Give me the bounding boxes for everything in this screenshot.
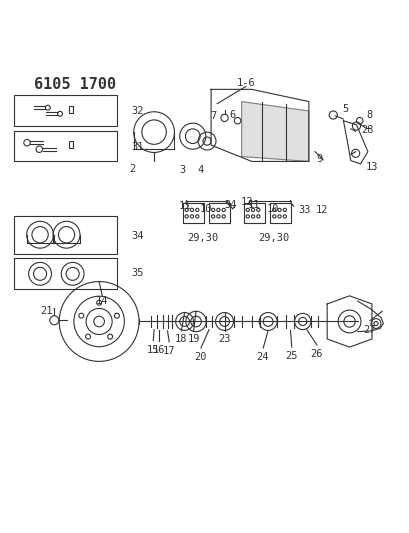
Text: 9: 9	[316, 154, 322, 164]
Text: 17: 17	[162, 346, 175, 356]
Text: 26: 26	[310, 349, 322, 359]
Text: 15: 15	[146, 344, 159, 354]
Text: 21: 21	[40, 306, 52, 316]
Text: 5: 5	[342, 104, 348, 114]
Text: 12: 12	[240, 197, 252, 207]
Text: 32: 32	[131, 106, 144, 116]
Text: 29,30: 29,30	[257, 233, 288, 243]
Text: 1-6: 1-6	[236, 78, 254, 88]
Bar	[13, 95, 117, 126]
Text: 28: 28	[360, 125, 373, 135]
Text: 29,30: 29,30	[187, 233, 218, 243]
Text: 12: 12	[315, 205, 328, 215]
Text: 2: 2	[129, 164, 135, 174]
Text: 18: 18	[175, 334, 187, 344]
Bar	[68, 141, 73, 148]
Text: 34: 34	[223, 199, 236, 209]
Text: 33: 33	[298, 205, 310, 215]
Text: 10: 10	[199, 204, 211, 214]
Bar	[13, 259, 117, 289]
Text: 6: 6	[229, 110, 235, 119]
Text: 35: 35	[131, 268, 144, 278]
Text: 7: 7	[209, 111, 216, 121]
Text: 4: 4	[196, 165, 203, 175]
Text: 16: 16	[153, 344, 165, 354]
Text: 31: 31	[131, 142, 144, 152]
Text: 13: 13	[365, 161, 377, 172]
Bar	[13, 131, 117, 160]
Text: 3: 3	[179, 165, 185, 175]
Text: 11: 11	[247, 200, 259, 211]
Bar	[13, 215, 117, 254]
Text: 25: 25	[284, 351, 297, 361]
Polygon shape	[241, 102, 308, 161]
Text: 11: 11	[179, 201, 191, 211]
Text: 10: 10	[267, 204, 279, 214]
Text: 6105 1700: 6105 1700	[34, 77, 116, 92]
Text: 14: 14	[96, 296, 108, 306]
Text: 8: 8	[366, 110, 372, 119]
Text: 24: 24	[256, 352, 268, 362]
Bar	[68, 106, 73, 114]
Text: 23: 23	[218, 334, 230, 344]
Text: 27: 27	[363, 325, 375, 335]
Text: 34: 34	[131, 231, 144, 240]
Text: 19: 19	[187, 334, 199, 344]
Text: 20: 20	[194, 352, 207, 362]
